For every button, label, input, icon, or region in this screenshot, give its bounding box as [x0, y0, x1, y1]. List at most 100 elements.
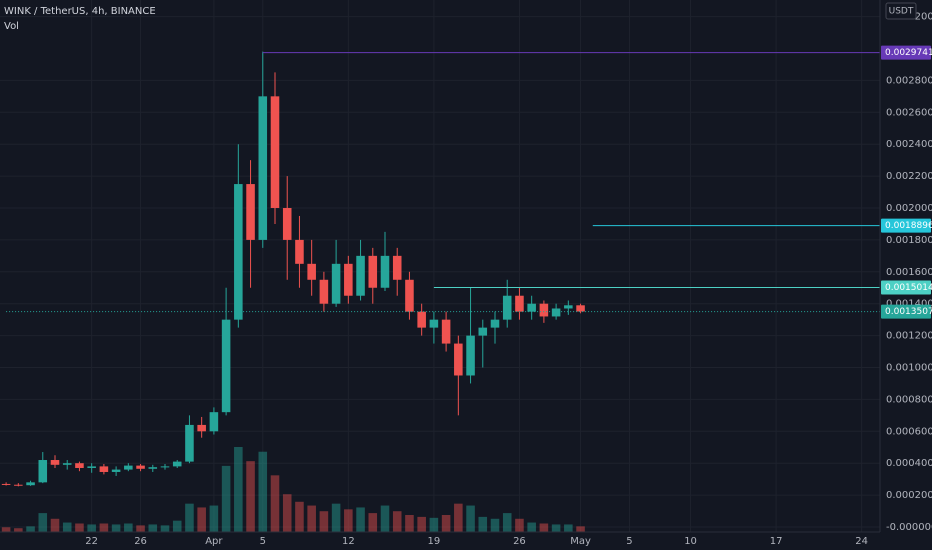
- candle-body: [502, 295, 512, 320]
- candle-body: [319, 279, 329, 304]
- volume-bar: [490, 518, 500, 532]
- volume-bar: [136, 525, 145, 532]
- candle-body: [234, 184, 243, 320]
- volume-bar: [38, 513, 48, 532]
- volume-bar: [331, 503, 341, 532]
- candle-body: [466, 335, 475, 376]
- candle-body: [356, 255, 365, 296]
- candle-body: [172, 461, 182, 467]
- candle-body: [14, 484, 23, 486]
- y-tick-label: 0.0028000: [886, 75, 932, 86]
- volume-bar: [209, 505, 219, 532]
- x-tick-label: 26: [513, 536, 526, 547]
- candle-body: [99, 466, 109, 472]
- candle-body: [148, 467, 158, 469]
- candle-body: [209, 412, 219, 432]
- price-label: 0.0029741: [885, 48, 932, 58]
- x-tick-label: 10: [684, 536, 697, 547]
- candle-body: [282, 207, 292, 240]
- volume-bar: [368, 513, 378, 532]
- volume-bar: [319, 511, 329, 532]
- candle-body: [551, 308, 561, 317]
- candle-body: [307, 263, 316, 280]
- volume-bar: [295, 501, 304, 532]
- volume-bar: [124, 523, 133, 532]
- candle-body: [197, 424, 206, 432]
- volume-bar: [185, 503, 194, 532]
- volume-bar: [75, 523, 84, 532]
- volume-bar: [62, 522, 72, 532]
- volume-bar: [478, 516, 488, 532]
- candle-body: [136, 465, 145, 469]
- volume-bar: [515, 518, 524, 532]
- volume-bar: [392, 511, 402, 532]
- volume-bar: [576, 526, 585, 532]
- price-label-box: [881, 280, 931, 295]
- x-tick-label: 12: [342, 536, 355, 547]
- volume-bar: [441, 515, 451, 532]
- candle-body: [478, 327, 488, 336]
- volume-bar: [282, 494, 292, 532]
- candle-body: [405, 279, 414, 312]
- volume-bar: [454, 503, 463, 532]
- volume-bar: [172, 520, 182, 532]
- price-label: 0.0018896: [885, 221, 932, 231]
- x-tick-label: 17: [770, 536, 783, 547]
- volume-bar: [221, 465, 231, 532]
- candle-body: [515, 295, 524, 312]
- candle-body: [87, 466, 96, 468]
- candle-body: [368, 255, 378, 288]
- volume-bar: [26, 526, 35, 532]
- y-tick-label: -0.0000000: [886, 522, 932, 533]
- x-tick-label: May: [570, 536, 591, 547]
- x-tick-label: 5: [260, 536, 266, 547]
- candle-body: [392, 255, 402, 280]
- candle-body: [246, 184, 255, 240]
- x-tick-label: 26: [134, 536, 147, 547]
- volume-bar: [356, 507, 365, 532]
- candle-body: [50, 460, 60, 465]
- x-tick-label: 22: [85, 536, 98, 547]
- currency-box[interactable]: [885, 2, 917, 20]
- candle-body: [331, 263, 341, 304]
- candle-body: [62, 463, 72, 465]
- volume-bar: [14, 528, 23, 532]
- candle-body: [539, 303, 549, 317]
- candle-body: [26, 482, 35, 486]
- candle-body: [75, 463, 84, 468]
- candle-body: [258, 96, 268, 240]
- candle-body: [221, 319, 231, 413]
- candle-body: [441, 319, 451, 344]
- volume-bar: [246, 461, 255, 532]
- price-label-box: [881, 218, 931, 233]
- volume-bar: [307, 505, 316, 532]
- candle-body: [270, 96, 280, 208]
- volume-bar: [270, 475, 280, 532]
- x-tick-label: Apr: [205, 536, 223, 547]
- candle-body: [454, 343, 463, 376]
- candle-body: [417, 311, 426, 328]
- candle-body: [576, 305, 585, 312]
- volume-bar: [148, 524, 158, 532]
- currency-label[interactable]: USDT: [889, 7, 914, 17]
- volume-bar: [258, 451, 268, 532]
- candle-body: [344, 263, 353, 296]
- volume-bar: [1, 527, 11, 532]
- volume-bar: [50, 518, 60, 532]
- volume-bar: [527, 522, 536, 532]
- candle-body: [295, 239, 304, 264]
- volume-bar: [87, 524, 96, 532]
- candle-body: [38, 460, 48, 483]
